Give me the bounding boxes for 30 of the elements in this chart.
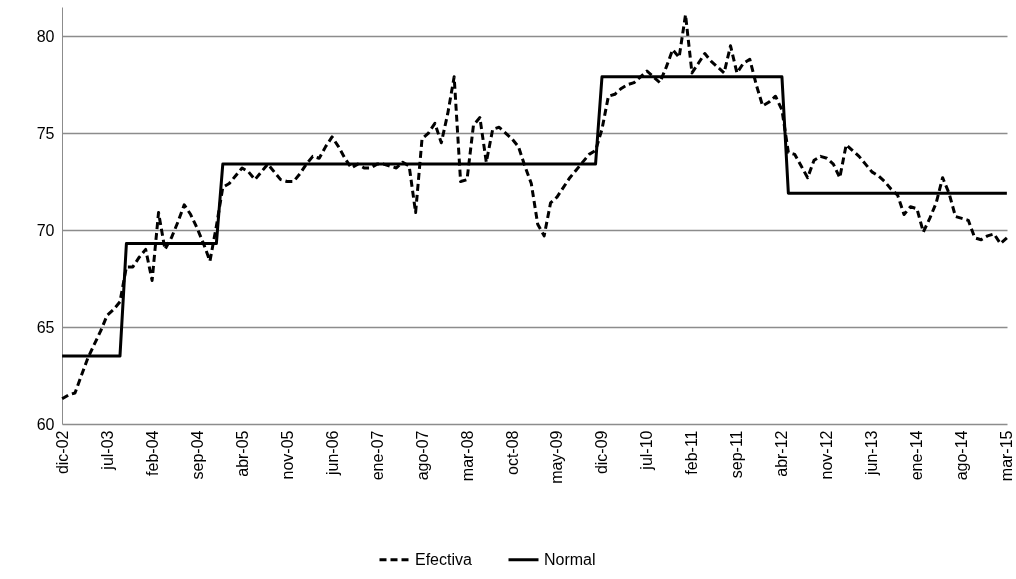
x-tick-label: oct-08 xyxy=(503,430,521,475)
y-tick-label: 70 xyxy=(36,221,55,239)
x-tick-label: jul-03 xyxy=(98,430,116,471)
x-tick-label: dic-09 xyxy=(593,430,611,475)
x-tick-label: sep-04 xyxy=(188,430,206,480)
x-tick-label: abr-05 xyxy=(233,430,251,477)
x-tick-label: dic-02 xyxy=(53,430,71,475)
x-tick-label: nov-05 xyxy=(278,430,296,480)
x-tick-label: jun-13 xyxy=(863,430,881,476)
x-tick-label: ene-14 xyxy=(908,430,926,481)
legend-label: Normal xyxy=(544,550,596,568)
x-tick-label: feb-11 xyxy=(683,430,701,475)
x-tick-label: sep-11 xyxy=(728,430,746,479)
y-tick-label: 80 xyxy=(36,27,55,45)
x-tick-label: ago-07 xyxy=(413,430,431,481)
legend-label: Efectiva xyxy=(415,550,473,568)
x-tick-label: feb-04 xyxy=(143,430,161,476)
x-tick-label: ago-14 xyxy=(953,430,971,481)
x-tick-label: nov-12 xyxy=(818,430,836,480)
x-tick-label: jul-10 xyxy=(638,430,656,471)
y-tick-label: 65 xyxy=(36,318,55,336)
x-tick-label: abr-12 xyxy=(773,430,791,477)
line-series xyxy=(60,13,1009,401)
x-tick-label: ene-07 xyxy=(368,430,386,481)
y-tick-label: 75 xyxy=(36,124,55,142)
x-tick-label: mar-08 xyxy=(458,430,476,482)
y-tick-label: 60 xyxy=(36,415,55,433)
x-tick-label: jun-06 xyxy=(323,430,341,476)
x-tick-label: may-09 xyxy=(548,430,566,484)
x-tick-label: mar-15 xyxy=(998,430,1016,482)
